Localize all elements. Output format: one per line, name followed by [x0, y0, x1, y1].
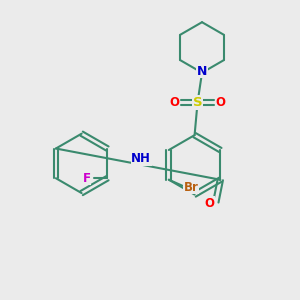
Text: O: O [170, 96, 180, 109]
Text: F: F [82, 172, 91, 185]
Text: S: S [193, 96, 202, 109]
Text: NH: NH [131, 152, 151, 165]
Text: O: O [215, 96, 225, 109]
Text: O: O [204, 197, 214, 210]
Text: N: N [197, 65, 207, 78]
Text: Br: Br [184, 181, 199, 194]
